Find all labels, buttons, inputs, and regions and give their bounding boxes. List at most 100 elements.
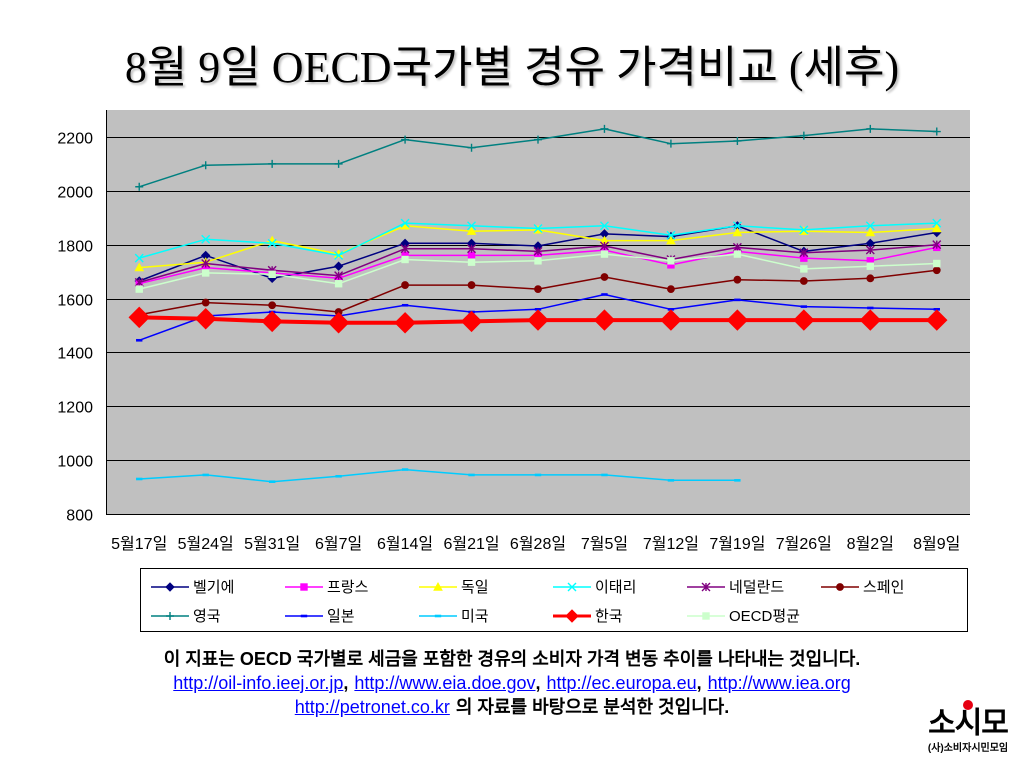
legend-label: 미국 [461, 608, 489, 625]
data-point [334, 250, 344, 260]
series [135, 266, 941, 319]
data-point [533, 224, 543, 234]
source-link[interactable]: http://petronet.co.kr [294, 697, 450, 717]
data-point [534, 473, 542, 477]
organization-logo: 소시모 (사)소비자시민모임 [916, 700, 1020, 764]
data-point [334, 271, 344, 281]
y-tick-label: 2000 [57, 185, 93, 202]
data-point [799, 277, 808, 285]
data-point [401, 255, 409, 264]
legend-marker [300, 614, 308, 617]
y-tick-label: 2200 [57, 131, 93, 148]
source-link[interactable]: http://oil-info.ieej.or.jp [173, 673, 344, 693]
data-point [533, 246, 543, 256]
legend-swatch [285, 582, 323, 591]
data-point [333, 261, 344, 271]
legend-marker [434, 614, 442, 617]
data-point [734, 479, 741, 482]
source-link[interactable]: http://ec.europa.eu [546, 673, 697, 693]
data-point [800, 265, 808, 273]
chart-description: 이 지표는 OECD 국가별로 세금을 포함한 경유의 소비자 가격 변동 추이… [163, 649, 861, 669]
x-tick-label: 8월9일 [913, 535, 960, 553]
data-point [867, 306, 874, 310]
data-point [600, 250, 609, 258]
legend-item: OECD평균 [687, 601, 821, 630]
data-point [733, 275, 742, 284]
x-tick-label: 5월24일 [178, 535, 234, 553]
data-point [866, 274, 875, 283]
data-point [866, 124, 875, 133]
data-point [932, 218, 942, 228]
legend-item: 한국 [553, 601, 687, 630]
data-point [268, 301, 277, 310]
legend-label: 일본 [327, 608, 355, 625]
data-point [202, 473, 209, 477]
data-point [593, 309, 616, 331]
data-point [136, 477, 143, 481]
x-tick-label: 7월12일 [643, 535, 699, 553]
legend-item: 영국 [151, 601, 285, 630]
data-point [527, 309, 549, 331]
data-point [600, 273, 609, 281]
data-point [134, 277, 144, 287]
data-point [933, 308, 940, 311]
source-separator: , [535, 673, 541, 693]
y-tick-label: 1600 [57, 293, 93, 310]
legend-label: 독일 [461, 579, 489, 596]
legend-swatch [687, 611, 725, 620]
legend-item: 독일 [419, 572, 553, 601]
data-point [467, 251, 476, 260]
data-point [865, 227, 876, 237]
legend-label: 벨기에 [193, 579, 235, 596]
data-point [534, 257, 542, 265]
series [135, 250, 941, 293]
legend-marker [701, 582, 711, 591]
data-point [732, 242, 742, 252]
legend-label: 영국 [193, 608, 221, 625]
x-tick-label: 6월21일 [443, 535, 499, 553]
data-point [601, 293, 608, 296]
legend-label: 한국 [595, 608, 623, 625]
data-point [136, 338, 143, 342]
data-point [726, 309, 749, 331]
data-point [666, 235, 676, 245]
data-point [201, 259, 211, 269]
x-tick-label: 8월2일 [847, 535, 894, 553]
legend-swatch [821, 582, 859, 591]
legend-item: 네덜란드 [687, 572, 821, 601]
x-tick-label: 5월31일 [244, 535, 300, 553]
y-tick-label: 1200 [57, 400, 93, 417]
source-separator: , [343, 673, 349, 693]
source-closing-text: 의 자료를 바탕으로 분석한 것입니다. [455, 697, 730, 717]
data-point [467, 221, 477, 231]
legend-item: 프랑스 [285, 572, 419, 601]
data-point [201, 269, 210, 277]
data-point [660, 309, 682, 331]
data-point [931, 223, 942, 233]
legend-marker [166, 611, 174, 620]
legend-swatch [553, 608, 591, 623]
series-line [139, 468, 738, 483]
data-point [467, 143, 476, 152]
y-tick-label: 1800 [57, 239, 93, 256]
data-point [733, 136, 742, 145]
legend-item: 벨기에 [151, 572, 285, 601]
data-point [467, 281, 476, 289]
data-point [600, 124, 609, 133]
data-point [261, 310, 283, 333]
data-point [401, 135, 410, 144]
data-point [666, 139, 675, 148]
source-link[interactable]: http://www.iea.org [707, 673, 851, 693]
data-point [268, 159, 277, 168]
data-point [932, 266, 941, 275]
data-point [334, 280, 343, 288]
legend-marker [567, 582, 577, 591]
data-point [334, 159, 343, 168]
source-link[interactable]: http://www.eia.doe.gov [354, 673, 536, 693]
source-note: 이 지표는 OECD 국가별로 세금을 포함한 경유의 소비자 가격 변동 추이… [0, 647, 1024, 719]
data-point [667, 285, 675, 294]
legend-marker [433, 581, 443, 591]
legend-marker [702, 611, 710, 620]
legend-item: 미국 [419, 601, 553, 630]
legend-swatch [553, 582, 591, 591]
